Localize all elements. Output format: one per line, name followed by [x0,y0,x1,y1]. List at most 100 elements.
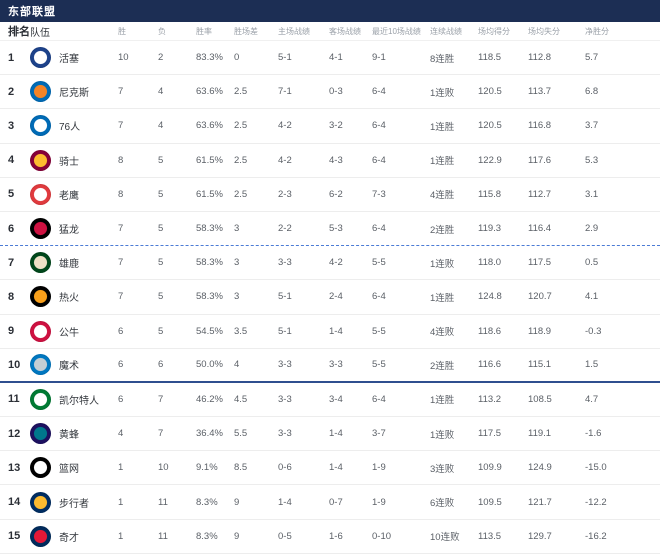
cell-away-record: 2-4 [329,291,343,303]
cell-home-record: 3-3 [278,359,292,371]
team-row: 15 奇才 1 11 8.3% 9 0-5 1-6 0-10 10连败 113.5 129.7 -16.… [0,519,660,554]
cell-home-record: 2-3 [278,188,292,200]
team-cell[interactable]: 热火 [30,286,118,308]
team-cell[interactable]: 魔术 [30,354,118,376]
cell-games-behind: 2.5 [234,188,248,200]
cell-games-behind: 3 [234,257,240,269]
team-cell[interactable]: 骑士 [30,149,118,171]
conference-header: 东部联盟 [0,0,660,22]
team-cell[interactable]: 活塞 [30,47,118,69]
cell-rank: 6 [8,222,15,235]
cell-games-behind: 9 [234,530,240,542]
cell-home-record: 7-1 [278,86,292,98]
team-cell[interactable]: 76人 [30,115,118,137]
cell-away-record: 4-3 [329,154,343,166]
team-name[interactable]: 篮网 [59,464,79,476]
cell-opp-ppg: 108.5 [528,393,552,405]
team-name[interactable]: 魔术 [59,361,79,373]
cell-streak: 4连胜 [430,190,455,202]
cell-losses: 11 [158,530,168,542]
cell-ppg: 118.5 [478,52,502,64]
team-cell[interactable]: 凯尔特人 [30,388,118,410]
team-name[interactable]: 骑士 [59,156,79,168]
team-name[interactable]: 奇才 [59,532,79,544]
cell-games-behind: 8.5 [234,462,248,474]
cell-losses: 5 [158,154,164,166]
cell-win-pct: 58.3% [196,257,223,269]
cell-last10-record: 6-4 [372,291,386,303]
team-cell[interactable]: 奇才 [30,525,118,547]
team-cell[interactable]: 老鹰 [30,183,118,205]
cell-rank: 9 [8,325,15,338]
cell-wins: 6 [118,325,124,337]
cell-ppg: 124.8 [478,291,502,303]
col-header-rank: 排名 [8,26,30,38]
cell-rank: 15 [8,530,21,543]
team-row: 12 黄蜂 4 7 36.4% 5.5 3-3 1-4 3-7 1连败 117.5 119.1 -1.6 [0,417,660,452]
cell-away-record: 0-3 [329,86,343,98]
cell-losses: 7 [158,428,164,440]
team-logo-icon [30,457,51,479]
cell-games-behind: 3 [234,223,240,235]
team-name[interactable]: 凯尔特人 [59,395,99,407]
cell-last10-record: 6-4 [372,120,386,132]
col-header-last10-record: 最近10场战绩 [372,26,421,36]
team-row: 3 76人 7 4 63.6% 2.5 4-2 3-2 6-4 1连胜 120.5 116.8 3.7 [0,109,660,144]
col-header-win-pct: 胜率 [196,26,212,36]
cell-home-record: 4-2 [278,120,292,132]
team-row: 11 凯尔特人 6 7 46.2% 4.5 3-3 3-4 6-4 1连胜 113.2 108.5 4.… [0,382,660,418]
cell-ppg: 115.8 [478,188,502,200]
team-name[interactable]: 76人 [59,122,81,134]
team-cell[interactable]: 猛龙 [30,218,118,240]
cell-games-behind: 3.5 [234,325,248,337]
cell-losses: 4 [158,120,164,132]
team-cell[interactable]: 篮网 [30,457,118,479]
team-name[interactable]: 老鹰 [59,190,79,202]
cell-home-record: 3-3 [278,393,292,405]
team-row: 10 魔术 6 6 50.0% 4 3-3 3-3 5-5 2连胜 116.6 115.1 1.5 [0,348,660,383]
cell-opp-ppg: 112.8 [528,52,552,64]
cell-opp-ppg: 113.7 [528,86,552,98]
team-name[interactable]: 雄鹿 [59,259,79,271]
team-cell[interactable]: 公牛 [30,320,118,342]
cell-ppg: 120.5 [478,120,502,132]
cell-ppg: 120.5 [478,86,502,98]
cell-ppg: 109.5 [478,496,502,508]
cell-point-diff: 3.1 [585,188,599,200]
cell-streak: 8连胜 [430,53,455,65]
cell-losses: 5 [158,291,164,303]
cell-streak: 1连胜 [430,395,455,407]
team-name[interactable]: 活塞 [59,54,79,66]
cell-win-pct: 61.5% [196,188,223,200]
team-name[interactable]: 公牛 [59,327,79,339]
team-name[interactable]: 猛龙 [59,225,79,237]
cell-home-record: 4-2 [278,154,292,166]
team-cell[interactable]: 雄鹿 [30,252,118,274]
team-name[interactable]: 尼克斯 [59,88,89,100]
cell-wins: 4 [118,428,124,440]
team-row: 14 步行者 1 11 8.3% 9 1-4 0-7 1-9 6连败 109.5 121.7 -12.2 [0,485,660,520]
col-header-point-diff: 净胜分 [585,26,609,36]
col-header-home-record: 主场战绩 [278,26,310,36]
cell-point-diff: 3.7 [585,120,599,132]
cell-ppg: 113.2 [478,393,502,405]
cell-last10-record: 9-1 [372,52,386,64]
cell-wins: 6 [118,359,124,371]
team-cell[interactable]: 步行者 [30,491,118,513]
team-logo-icon [30,525,51,547]
team-cell[interactable]: 尼克斯 [30,81,118,103]
cell-rank: 1 [8,51,15,64]
cell-home-record: 2-2 [278,223,292,235]
cell-last10-record: 7-3 [372,188,386,200]
cell-opp-ppg: 115.1 [528,359,552,371]
team-logo-icon [30,423,51,445]
cell-wins: 6 [118,393,124,405]
team-name[interactable]: 黄蜂 [59,430,79,442]
cell-away-record: 1-4 [329,428,343,440]
team-name[interactable]: 步行者 [59,498,89,510]
cell-point-diff: 2.9 [585,223,599,235]
cell-away-record: 3-3 [329,359,343,371]
cell-point-diff: -16.2 [585,530,607,542]
team-name[interactable]: 热火 [59,293,79,305]
team-cell[interactable]: 黄蜂 [30,423,118,445]
